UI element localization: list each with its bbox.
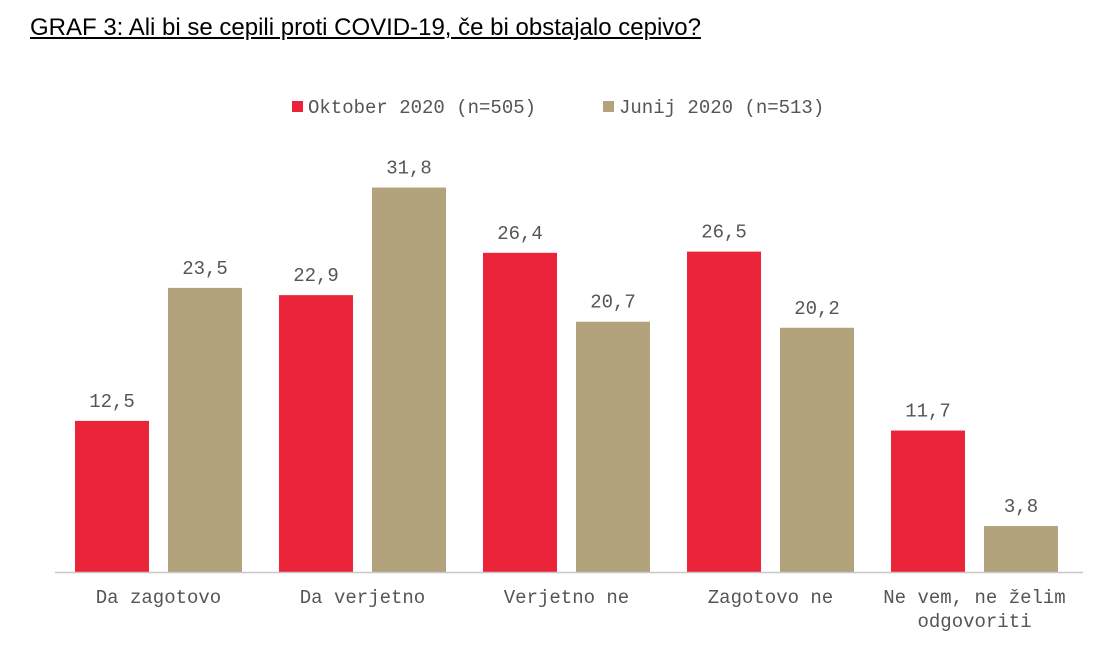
legend-label-1: Junij 2020 (n=513): [619, 97, 824, 119]
category-label-1: Da verjetno: [300, 587, 425, 609]
value-label-s0-c1: 22,9: [293, 265, 339, 287]
legend-swatch-0: [292, 101, 303, 112]
chart-title: GRAF 3: Ali bi se cepili proti COVID-19,…: [30, 14, 701, 41]
bar-s0-c3: [687, 251, 761, 573]
value-label-s0-c4: 11,7: [905, 401, 951, 423]
bar-s1-c3: [780, 327, 854, 572]
category-label-4: Ne vem, ne želim: [883, 587, 1065, 609]
bar-s1-c0: [168, 287, 242, 572]
category-label-3: Zagotovo ne: [708, 587, 833, 609]
category-label-2: Verjetno ne: [504, 587, 629, 609]
value-label-s1-c1: 31,8: [386, 158, 432, 180]
value-label-s1-c2: 20,7: [590, 292, 636, 314]
value-label-s1-c0: 23,5: [182, 258, 228, 280]
value-label-s1-c3: 20,2: [794, 298, 840, 320]
bar-s0-c2: [483, 252, 557, 572]
bar-s1-c2: [576, 321, 650, 572]
value-label-s0-c2: 26,4: [497, 223, 543, 245]
category-label-4-line1: odgovoriti: [917, 611, 1031, 633]
bar-s1-c4: [984, 526, 1058, 572]
category-label-0: Da zagotovo: [96, 587, 221, 609]
bar-s0-c0: [75, 420, 149, 572]
value-label-s0-c0: 12,5: [89, 391, 135, 413]
legend-label-0: Oktober 2020 (n=505): [308, 97, 536, 119]
value-label-s1-c4: 3,8: [1004, 496, 1038, 518]
bar-s0-c4: [891, 430, 965, 572]
bar-s1-c1: [372, 187, 446, 572]
legend-swatch-1: [603, 101, 614, 112]
value-label-s0-c3: 26,5: [701, 222, 747, 244]
bar-s0-c1: [279, 295, 353, 572]
